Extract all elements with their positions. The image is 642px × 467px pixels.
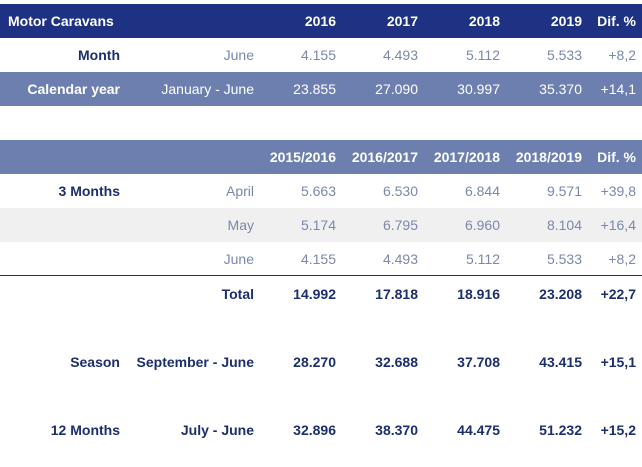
table1-col-diff: Dif. %	[597, 13, 636, 29]
cell-value: 4.155	[300, 47, 336, 63]
table-row: Calendar year January - June 23.855 27.0…	[0, 72, 642, 106]
cell-value: 44.475	[457, 422, 500, 438]
cell-value: 30.997	[457, 81, 500, 97]
table2-col-2017-2018: 2017/2018	[433, 149, 500, 165]
row-period: April	[225, 183, 254, 199]
row-period-text: June	[223, 251, 254, 267]
table2-col-diff: Dif. %	[597, 149, 636, 165]
table2-col-2015-2016: 2015/2016	[269, 149, 336, 165]
cell-value: 43.415	[539, 354, 582, 370]
cell-value: 23.208	[539, 286, 582, 302]
cell-value: 37.708	[457, 354, 500, 370]
row-label: Calendar year	[27, 81, 120, 97]
row-period: July - June	[180, 422, 254, 438]
table1-title: Motor Caravans	[8, 13, 114, 29]
cell-value: 14.992	[293, 286, 336, 302]
table-row: Month June 4.155 4.493 5.112 5.533 +8,2	[0, 38, 642, 72]
table-row: 12 Months July - June 32.896 38.370 44.4…	[0, 413, 642, 447]
table-row: June 4.155 4.493 5.112 5.533 +8,2	[0, 242, 642, 276]
row-period: June	[223, 47, 254, 63]
row-period: May	[227, 217, 254, 233]
row-period: January - June	[161, 81, 254, 97]
table1-header: Motor Caravans 2016 2017 2018 2019 Dif. …	[0, 4, 642, 38]
cell-diff: +15,1	[600, 354, 636, 370]
cell-value: 18.916	[457, 286, 500, 302]
cell-value: 4.493	[382, 47, 418, 63]
cell-value: 17.818	[375, 286, 418, 302]
cell-value: 4.155	[254, 242, 336, 276]
cell-diff: +22,7	[600, 286, 636, 302]
table-row: Season September - June 28.270 32.688 37…	[0, 345, 642, 379]
table1-col-2018: 2018	[468, 13, 500, 29]
cell-value: 38.370	[375, 422, 418, 438]
cell-value: 5.533	[500, 242, 582, 276]
row-period: Total	[221, 286, 254, 302]
cell-value: 28.270	[293, 354, 336, 370]
cell-value: 5.174	[300, 217, 336, 233]
table-row: May 5.174 6.795 6.960 8.104 +16,4	[0, 208, 642, 242]
cell-diff: +16,4	[600, 217, 636, 233]
cell-value: 6.960	[464, 217, 500, 233]
row-period: June	[0, 242, 254, 276]
cell-value: 5.112	[418, 242, 500, 276]
table2-col-2016-2017: 2016/2017	[351, 149, 418, 165]
row-label: 12 Months	[50, 422, 120, 438]
row-label: Season	[70, 354, 120, 370]
row-label: Month	[78, 47, 120, 63]
cell-value: 8.104	[546, 217, 582, 233]
cell-diff: +39,8	[600, 183, 636, 199]
cell-value: 6.844	[464, 183, 500, 199]
cell-diff: +8,2	[582, 242, 642, 276]
row-period: September - June	[136, 354, 254, 370]
table1-col-2016: 2016	[304, 13, 336, 29]
table-row: Total 14.992 17.818 18.916 23.208 +22,7	[0, 277, 642, 311]
table2-header: 2015/2016 2016/2017 2017/2018 2018/2019 …	[0, 140, 642, 174]
cell-value: 6.795	[382, 217, 418, 233]
cell-value: 5.533	[546, 47, 582, 63]
cell-value: 23.855	[293, 81, 336, 97]
cell-value: 4.493	[336, 242, 418, 276]
cell-diff: +8,2	[608, 47, 636, 63]
row-label: 3 Months	[58, 183, 120, 199]
table1-col-2019: 2019	[550, 13, 582, 29]
table2-col-2018-2019: 2018/2019	[515, 149, 582, 165]
cell-diff: +15,2	[600, 422, 636, 438]
cell-diff: +14,1	[600, 81, 636, 97]
cell-value: 32.896	[293, 422, 336, 438]
cell-value: 5.663	[300, 183, 336, 199]
cell-value: 6.530	[382, 183, 418, 199]
cell-value: 35.370	[539, 81, 582, 97]
cell-value: 9.571	[546, 183, 582, 199]
cell-value: 27.090	[375, 81, 418, 97]
table1-col-2017: 2017	[386, 13, 418, 29]
cell-value: 5.112	[466, 47, 500, 63]
cell-value: 32.688	[375, 354, 418, 370]
cell-value: 51.232	[539, 422, 582, 438]
table-row: 3 Months April 5.663 6.530 6.844 9.571 +…	[0, 174, 642, 208]
